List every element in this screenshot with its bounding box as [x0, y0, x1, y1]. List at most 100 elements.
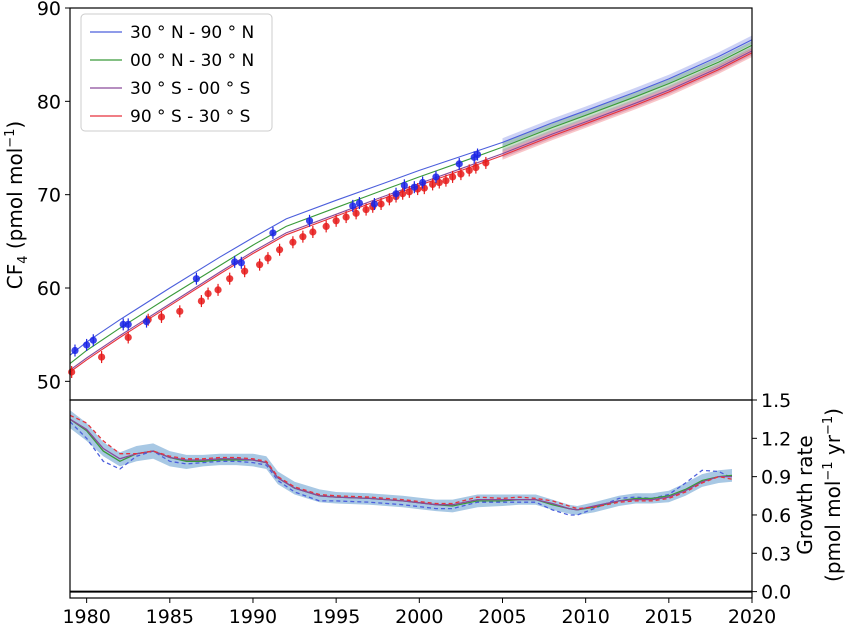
top-ylabel-main: CF	[3, 264, 27, 289]
north-observation-point	[119, 320, 127, 328]
xtick-label: 2005	[478, 606, 526, 626]
bottom-ylabel-pre: (pmol mol	[821, 481, 845, 582]
north-observation-point	[419, 178, 427, 187]
legend-label-1: 00 ° N - 30 ° N	[130, 51, 254, 71]
growth-line-3	[69, 414, 733, 510]
south-observation-point	[226, 275, 234, 283]
north-observation-point	[355, 199, 364, 207]
north-observation-point	[83, 341, 91, 349]
growth-line-2	[69, 418, 732, 511]
south-observation-point	[472, 164, 480, 172]
south-observation-point	[309, 228, 317, 236]
north-observation-point	[305, 217, 314, 225]
bottom-ytick-label: 0.3	[761, 543, 791, 565]
north-observation-point	[349, 202, 357, 210]
south-observation-point	[275, 246, 284, 254]
south-observation-point	[442, 177, 450, 185]
north-observation-point	[400, 181, 408, 189]
bottom-ytick-label: 1.5	[761, 390, 791, 412]
south-observation-point	[256, 261, 264, 269]
south-observation-point	[197, 297, 206, 305]
north-observation-point	[89, 336, 97, 344]
north-observation-point	[392, 190, 400, 198]
north-observation-point	[237, 259, 245, 267]
south-observation-point	[98, 353, 106, 361]
xtick-label: 2015	[645, 606, 693, 626]
south-observation-point	[352, 209, 360, 217]
south-observation-point	[124, 333, 132, 342]
south-observation-point	[362, 206, 370, 214]
top-ytick-label: 90	[37, 0, 61, 20]
south-observation-point	[68, 368, 76, 376]
bottom-ylabel-line1: Growth rate	[793, 435, 817, 554]
xtick-label: 1990	[229, 606, 277, 626]
top-ytick-label: 60	[37, 278, 61, 300]
north-observation-point	[410, 183, 418, 191]
south-observation-point	[465, 166, 473, 174]
north-observation-point	[142, 318, 151, 326]
legend-label-3: 90 ° S - 30 ° S	[130, 107, 250, 127]
xtick-label: 2020	[728, 606, 776, 626]
bottom-panel: 0.0 0.3 0.6 0.9 1.2 1.5 1980 1985 1990 1995 2000 20…	[62, 390, 791, 626]
bottom-ylabel-sup2: −1	[821, 416, 836, 435]
xtick-label: 1980	[62, 606, 110, 626]
south-observation-point	[157, 313, 166, 321]
north-observation-point	[432, 173, 440, 181]
north-observation-point	[192, 275, 201, 283]
series-ribbon-1	[502, 41, 752, 152]
south-observation-point	[448, 173, 457, 181]
top-ytick-label: 50	[37, 371, 61, 393]
bottom-ytick-label: 0.6	[761, 505, 791, 527]
top-ylabel-sup: −1	[3, 129, 18, 148]
top-panel: 50 60 70 80 90	[37, 0, 753, 401]
south-observation-point	[322, 222, 330, 230]
xtick-label: 2010	[561, 606, 609, 626]
south-observation-point	[457, 170, 465, 178]
growth-uncertainty-band	[70, 410, 732, 515]
south-observation-point	[342, 213, 350, 221]
legend-box	[80, 13, 273, 132]
bottom-ylabel-post: )	[821, 408, 845, 416]
top-ylabel: CF4 (pmol mol−1)	[3, 121, 31, 290]
bottom-ytick-label: 1.2	[761, 428, 791, 450]
bottom-ylabel-line2: (pmol mol−1 yr−1)	[821, 408, 845, 582]
south-observation-point	[385, 195, 393, 203]
north-observation-point	[455, 160, 463, 168]
legend: 30 ° N - 90 ° N 00 ° N - 30 ° N 30 ° S - 0…	[80, 13, 273, 132]
south-observation-point	[299, 233, 307, 241]
bottom-ytick-label: 0.0	[761, 582, 791, 604]
bottom-ytick-label: 0.9	[761, 467, 791, 489]
series-ribbon-3	[502, 48, 752, 160]
top-ylabel-unit: (pmol mol	[3, 148, 27, 256]
legend-label-2: 30 ° S - 00 ° S	[130, 79, 250, 99]
south-observation-point	[176, 307, 184, 315]
xtick-label: 1995	[312, 606, 360, 626]
north-observation-point	[231, 258, 239, 266]
top-ylabel-sub: 4	[16, 256, 31, 264]
south-observation-point	[405, 188, 413, 196]
south-observation-point	[264, 254, 272, 262]
bottom-frame	[69, 399, 753, 599]
south-observation-point	[214, 286, 222, 294]
south-observation-point	[435, 178, 443, 187]
south-observation-point	[482, 159, 490, 167]
south-observation-point	[289, 238, 297, 246]
south-observation-point	[399, 190, 407, 198]
xtick-label: 1985	[146, 606, 194, 626]
bottom-ylabel-sup1: −1	[821, 461, 836, 480]
top-ylabel-close: )	[3, 121, 27, 129]
north-observation-point	[370, 200, 379, 208]
north-observation-point	[269, 229, 277, 237]
top-ytick-label: 70	[37, 185, 61, 207]
south-observation-point	[241, 267, 249, 275]
north-observation-point	[71, 346, 79, 355]
north-observation-point	[473, 150, 482, 159]
north-observation-point	[124, 320, 132, 328]
top-ytick-label: 80	[37, 91, 61, 113]
legend-label-0: 30 ° N - 90 ° N	[130, 23, 254, 43]
series-line-0	[69, 39, 753, 356]
south-observation-point	[429, 180, 437, 188]
xtick-label: 2000	[395, 606, 443, 626]
south-observation-point	[377, 200, 385, 208]
